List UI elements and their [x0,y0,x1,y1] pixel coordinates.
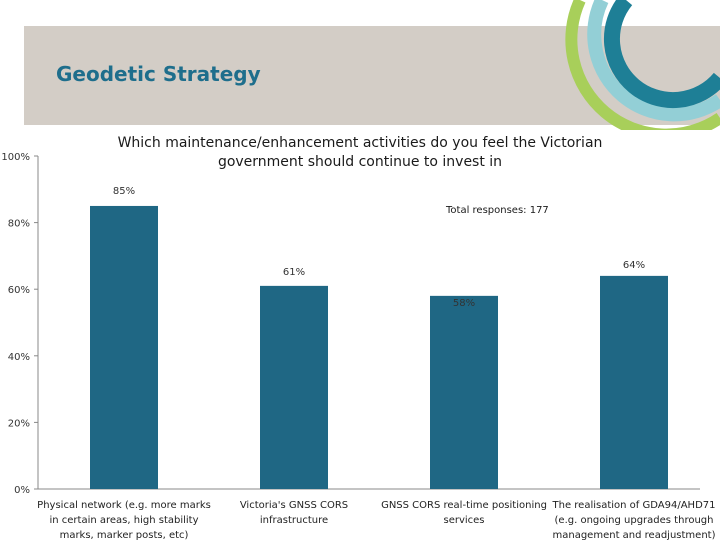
bar [260,285,328,489]
bar-data-label: 58% [453,298,475,309]
y-tick-label: 0% [14,485,30,496]
y-tick-label: 100% [1,152,30,163]
x-category-label: GNSS CORS real-time positioning services [381,500,547,526]
bar-data-label: 85% [113,186,135,197]
x-category-label: Victoria's GNSS CORS infrastructure [239,500,349,526]
bar [600,275,668,489]
decorative-arcs-icon [565,0,720,130]
bar-data-label: 64% [623,260,645,271]
bar [430,295,498,489]
x-category-label: Physical network (e.g. more marks in cer… [37,500,211,541]
y-tick-label: 60% [8,285,30,296]
page-title: Geodetic Strategy [56,62,261,86]
chart-title: Which maintenance/enhancement activities… [96,134,624,172]
y-tick-label: 20% [8,418,30,429]
bar [90,205,158,489]
x-category-label: The realisation of GDA94/AHD71 (e.g. ong… [552,500,716,541]
y-tick-label: 80% [8,219,30,230]
bar-data-label: 61% [283,267,305,278]
y-tick-label: 40% [8,352,30,363]
total-responses: Total responses: 177 [446,205,549,216]
